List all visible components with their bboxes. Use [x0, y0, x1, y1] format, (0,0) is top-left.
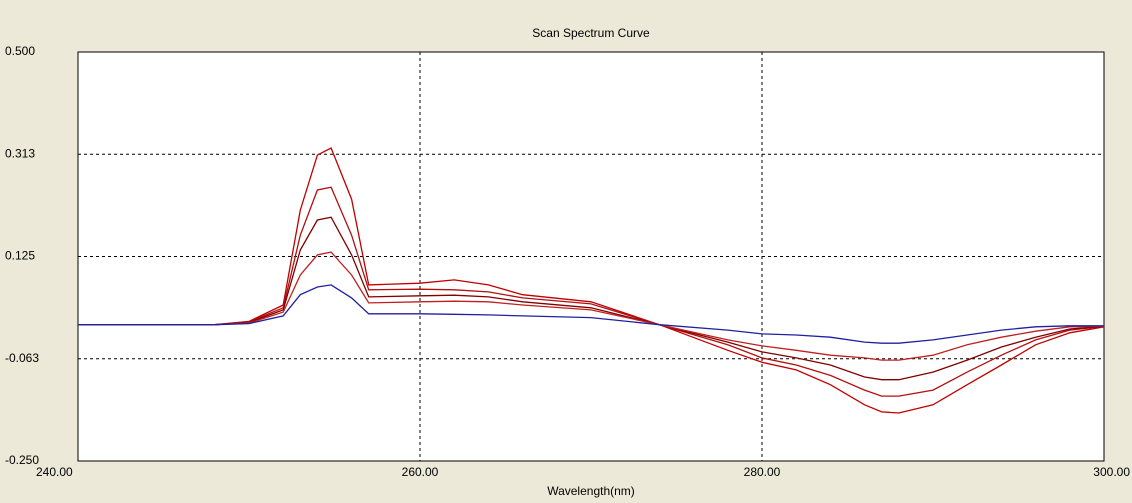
y-tick-label: 0.500 [5, 44, 35, 58]
x-tick-label: 260.00 [402, 465, 439, 479]
y-tick-label: -0.250 [5, 453, 39, 467]
spectrum-line [78, 216, 1105, 381]
y-tick-label: 0.125 [5, 249, 35, 263]
spectrum-line [78, 251, 1105, 361]
x-tick-label: 300.00 [1093, 465, 1130, 479]
x-tick-label: 280.00 [744, 465, 781, 479]
x-tick-label: 240.00 [36, 465, 73, 479]
spectrum-line [78, 147, 1105, 414]
y-tick-label: -0.063 [5, 351, 39, 365]
y-tick-label: 0.313 [5, 146, 35, 160]
x-axis-label: Wavelength(nm) [547, 484, 635, 498]
chart-title: Scan Spectrum Curve [532, 26, 650, 40]
spectrum-line [78, 284, 1104, 344]
spectrum-line [78, 186, 1105, 397]
